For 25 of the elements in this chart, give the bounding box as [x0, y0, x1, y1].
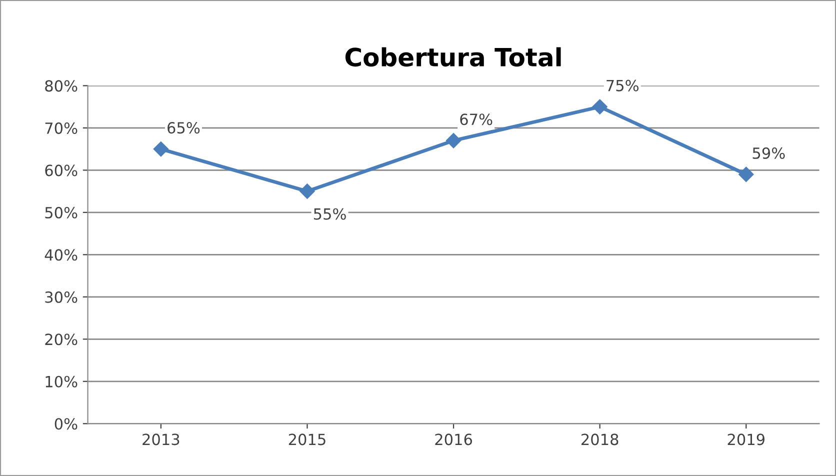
data-label: 65%	[168, 122, 200, 134]
y-tick-label: 0%	[54, 418, 78, 430]
x-tick-label: 2016	[435, 434, 472, 446]
point	[446, 133, 462, 148]
y-tick-label: 70%	[45, 122, 78, 134]
data-label: 59%	[752, 147, 785, 159]
point	[153, 141, 168, 157]
y-tick-label: 80%	[45, 80, 78, 92]
x-tick-label: 2019	[728, 434, 764, 446]
y-tick-label: 30%	[45, 291, 78, 303]
point	[592, 99, 608, 114]
point	[738, 166, 754, 182]
x-tick-label: 2013	[142, 434, 180, 446]
y-tick-label: 20%	[45, 334, 78, 346]
data-label: 75%	[606, 80, 638, 92]
data-label: 55%	[314, 208, 346, 220]
x-tick-label: 2015	[288, 434, 326, 446]
point	[300, 184, 315, 199]
y-tick-label: 50%	[45, 206, 78, 218]
data-label: 67%	[460, 114, 492, 126]
y-tick-label: 40%	[44, 249, 78, 261]
chart-title: Cobertura Total	[345, 47, 561, 67]
y-tick-label: 10%	[46, 376, 78, 388]
y-tick-label: 60%	[45, 164, 78, 176]
x-tick-label: 2018	[582, 434, 618, 446]
